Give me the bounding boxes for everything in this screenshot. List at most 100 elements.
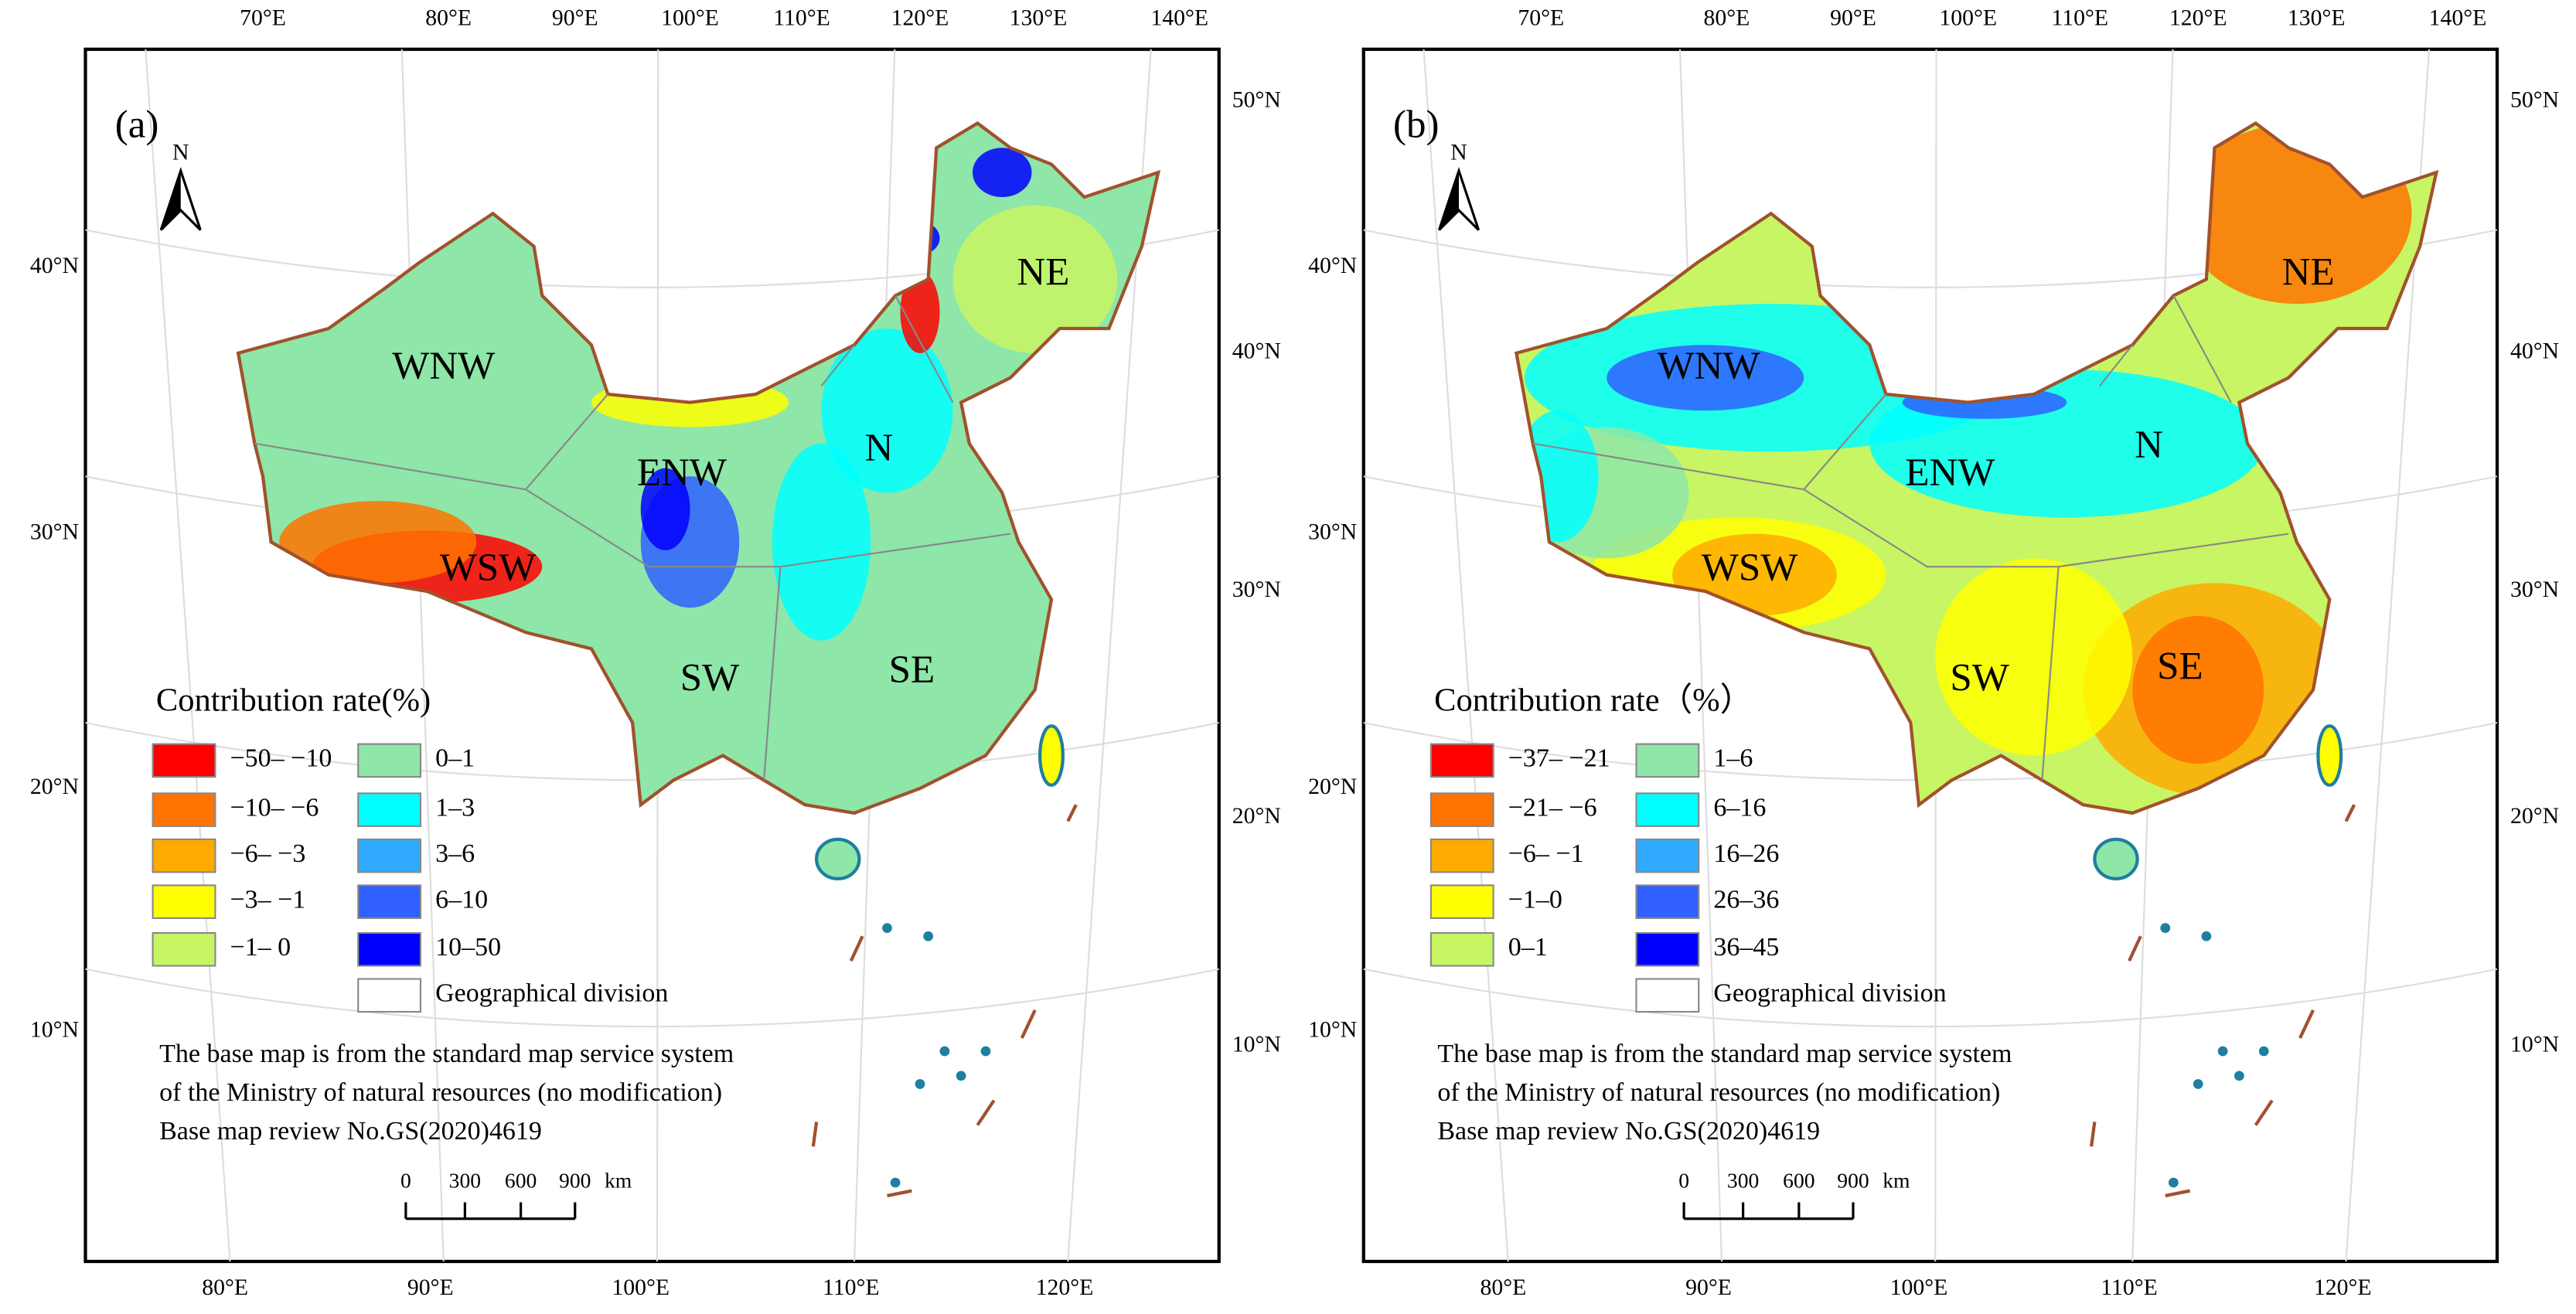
value-patch xyxy=(821,328,953,493)
region-label: ENW xyxy=(637,451,727,495)
region-label: NE xyxy=(2282,251,2335,294)
legend-title: Contribution rate(%) xyxy=(156,682,431,718)
north-label: N xyxy=(1450,140,1467,165)
map-note: of the Ministry of natural resources (no… xyxy=(159,1078,722,1107)
region-label: SW xyxy=(1950,657,2009,700)
division-line xyxy=(1803,488,2289,568)
island xyxy=(2169,1177,2179,1188)
division-line xyxy=(820,344,855,387)
lon-label-bottom: 80°E xyxy=(202,1275,248,1300)
legend-label: −21– −6 xyxy=(1508,793,1597,822)
boundary-dash xyxy=(887,1189,912,1198)
legend-swatch xyxy=(357,931,422,967)
map-note: Base map review No.GS(2020)4619 xyxy=(159,1117,542,1145)
legend-label: 1–6 xyxy=(1713,744,1753,773)
region-label: WSW xyxy=(1702,546,1799,590)
legend-swatch xyxy=(1635,743,1700,778)
legend-label: −3– −1 xyxy=(230,885,306,914)
island xyxy=(956,1071,966,1081)
legend-swatch xyxy=(152,743,216,778)
legend-label: 1–3 xyxy=(435,793,475,822)
graticule-line xyxy=(145,49,231,1262)
island xyxy=(915,1079,925,1089)
lon-label-bottom: 110°E xyxy=(823,1275,880,1300)
map-panel: 70°E 80°E 90°E 100°E 110°E 120°E 130°E 140°E 50°… xyxy=(1308,5,2559,1300)
lat-label-right: 30°N xyxy=(2510,577,2559,602)
lon-label-top: 70°E xyxy=(1518,5,1564,30)
boundary-dash xyxy=(2090,1122,2097,1147)
boundary-dash xyxy=(976,1099,996,1126)
hainan xyxy=(815,837,861,880)
island xyxy=(2217,1046,2228,1057)
division-line xyxy=(763,567,782,781)
scale-label: 300 xyxy=(449,1168,481,1192)
legend-swatch xyxy=(152,792,216,827)
map-note: Base map review No.GS(2020)4619 xyxy=(1437,1117,1820,1145)
boundary-dash xyxy=(2298,1009,2315,1039)
scale-label: 600 xyxy=(1783,1168,1814,1192)
lon-label-top: 70°E xyxy=(240,5,286,30)
lat-label-right: 10°N xyxy=(1232,1031,1281,1057)
lon-label-bottom: 100°E xyxy=(612,1275,670,1300)
graticule-line xyxy=(1423,49,1509,1262)
lat-label-right: 40°N xyxy=(2510,339,2559,364)
legend-label: 36–45 xyxy=(1713,933,1779,962)
lon-label-bottom: 120°E xyxy=(1036,1275,1094,1300)
island xyxy=(882,923,892,933)
boundary-dash xyxy=(849,935,864,962)
legend-swatch xyxy=(1429,931,1494,967)
map-body xyxy=(1516,123,2437,813)
lat-label-right: 20°N xyxy=(1232,803,1281,829)
island xyxy=(2258,1046,2269,1057)
north-arrow-half xyxy=(1439,171,1459,230)
lon-label-bottom: 100°E xyxy=(1890,1275,1948,1300)
graticule-line xyxy=(85,968,1219,1028)
lon-label-top: 140°E xyxy=(1150,5,1208,30)
legend-label: Geographical division xyxy=(1713,979,1946,1008)
legend-label: 6–16 xyxy=(1713,793,1766,822)
legend-label: −1– 0 xyxy=(230,933,291,962)
region-label: SW xyxy=(680,657,740,700)
legend-swatch xyxy=(1429,838,1494,873)
lon-label-bottom: 110°E xyxy=(2101,1275,2158,1300)
graticule-line xyxy=(1678,49,1723,1262)
lat-label-left: 10°N xyxy=(1308,1016,1357,1042)
scale-label: 900 xyxy=(1837,1168,1869,1192)
lon-label-bottom: 80°E xyxy=(1480,1275,1526,1300)
legend-label: 0–1 xyxy=(435,744,475,773)
graticule-line xyxy=(400,49,445,1262)
island xyxy=(2160,923,2171,933)
lat-label-left: 40°N xyxy=(1308,253,1357,278)
value-patch xyxy=(640,468,690,550)
map-note: of the Ministry of natural resources (no… xyxy=(1437,1078,2000,1107)
lon-label-top: 80°E xyxy=(1703,5,1750,30)
boundary-dash xyxy=(2254,1099,2274,1126)
scale-label: 0 xyxy=(400,1168,411,1192)
panel-label: (b) xyxy=(1393,103,1439,146)
map-panel: 70°E 80°E 90°E 100°E 110°E 120°E 130°E 140°E 50°… xyxy=(30,5,1281,1300)
lon-label-top: 90°E xyxy=(1830,5,1876,30)
lon-label-top: 100°E xyxy=(661,5,719,30)
north-arrow-half xyxy=(161,171,181,230)
scale-label: 0 xyxy=(1678,1168,1689,1192)
region-label: WNW xyxy=(392,345,496,388)
lat-label-right: 30°N xyxy=(1232,577,1281,602)
taiwan xyxy=(2316,724,2343,787)
legend-label: 3–6 xyxy=(435,839,475,868)
lon-label-top: 140°E xyxy=(2429,5,2487,30)
taiwan xyxy=(1038,724,1065,787)
region-label: ENW xyxy=(1905,451,1995,495)
scale-unit: km xyxy=(605,1168,632,1192)
legend-title: Contribution rate（%） xyxy=(1434,682,1753,718)
china-border xyxy=(1514,121,2439,815)
legend-label: −6– −1 xyxy=(1508,839,1584,868)
value-patch xyxy=(1607,345,1804,411)
map-note: The base map is from the standard map se… xyxy=(1437,1040,2012,1068)
division-line xyxy=(525,488,1011,568)
legend-swatch xyxy=(1635,884,1700,919)
division-line xyxy=(894,294,954,403)
lon-label-top: 110°E xyxy=(773,5,830,30)
division-line xyxy=(2172,294,2232,403)
scale-label: 600 xyxy=(505,1168,537,1192)
